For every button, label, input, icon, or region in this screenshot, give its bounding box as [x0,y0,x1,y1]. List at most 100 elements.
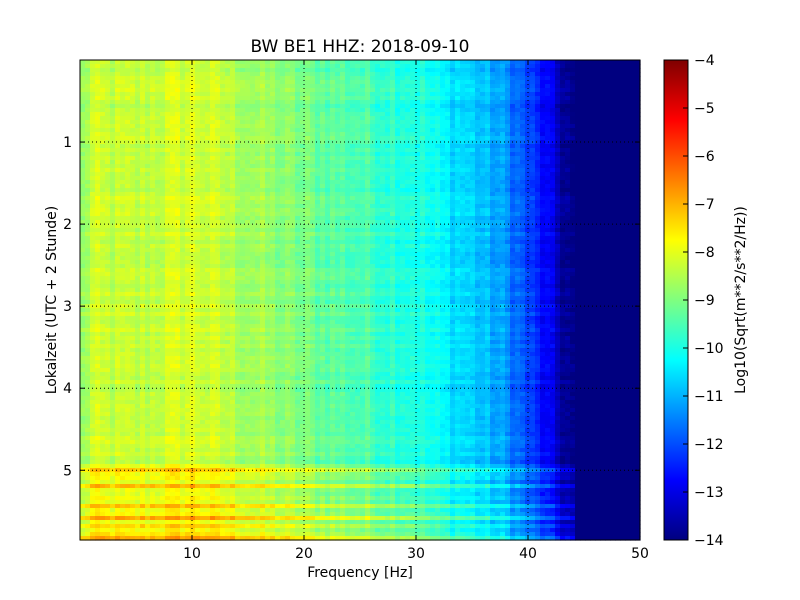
heatmap-cell [510,72,516,77]
heatmap-cell [120,168,126,173]
heatmap-cell [580,216,586,221]
heatmap-cell [330,108,336,113]
heatmap-cell [465,224,471,229]
heatmap-cell [250,188,256,193]
heatmap-cell [450,232,456,237]
heatmap-cell [250,92,256,97]
heatmap-cell [195,220,201,225]
heatmap-cell [220,228,226,233]
heatmap-cell [415,124,421,129]
heatmap-cell [600,172,606,177]
heatmap-cell [470,152,476,157]
heatmap-cell [415,104,421,109]
heatmap-cell [485,228,491,233]
heatmap-cell [460,192,466,197]
heatmap-cell [90,100,96,105]
heatmap-cell [455,140,461,145]
heatmap-cell [240,96,246,101]
heatmap-cell [535,108,541,113]
heatmap-cell [100,116,106,121]
heatmap-cell [535,188,541,193]
heatmap-cell [370,88,376,93]
heatmap-cell [300,132,306,137]
heatmap-cell [365,100,371,105]
heatmap-cell [610,168,616,173]
heatmap-cell [565,212,571,217]
heatmap-cell [480,120,486,125]
heatmap-cell [555,192,561,197]
heatmap-cell [485,112,491,117]
heatmap-cell [270,128,276,133]
heatmap-cell [180,196,186,201]
heatmap-cell [135,224,141,229]
heatmap-cell [620,208,626,213]
heatmap-cell [195,224,201,229]
heatmap-cell [305,148,311,153]
heatmap-cell [615,204,621,209]
heatmap-cell [345,84,351,89]
heatmap-cell [280,176,286,181]
heatmap-cell [165,108,171,113]
heatmap-cell [510,184,516,189]
heatmap-cell [120,196,126,201]
heatmap-cell [285,128,291,133]
heatmap-cell [210,228,216,233]
heatmap-cell [350,96,356,101]
heatmap-cell [610,84,616,89]
heatmap-cell [240,152,246,157]
heatmap-cell [420,204,426,209]
heatmap-cell [195,132,201,137]
heatmap-cell [295,204,301,209]
heatmap-cell [345,232,351,237]
heatmap-cell [100,172,106,177]
heatmap-cell [185,192,191,197]
heatmap-cell [385,152,391,157]
heatmap-cell [430,172,436,177]
heatmap-cell [135,128,141,133]
heatmap-cell [340,188,346,193]
heatmap-cell [580,120,586,125]
heatmap-cell [600,164,606,169]
heatmap-cell [405,232,411,237]
heatmap-cell [550,180,556,185]
heatmap-cell [375,64,381,69]
heatmap-cell [160,160,166,165]
heatmap-cell [335,100,341,105]
heatmap-cell [250,228,256,233]
heatmap-cell [360,156,366,161]
heatmap-cell [500,160,506,165]
heatmap-cell [465,128,471,133]
heatmap-cell [300,92,306,97]
heatmap-cell [430,124,436,129]
heatmap-cell [455,72,461,77]
heatmap-cell [570,168,576,173]
heatmap-cell [605,68,611,73]
heatmap-cell [220,68,226,73]
heatmap-cell [630,192,636,197]
heatmap-cell [615,192,621,197]
heatmap-cell [600,228,606,233]
heatmap-cell [165,216,171,221]
heatmap-cell [265,128,271,133]
heatmap-cell [400,228,406,233]
heatmap-cell [135,104,141,109]
heatmap-cell [255,200,261,205]
heatmap-cell [195,136,201,141]
heatmap-cell [195,188,201,193]
heatmap-cell [520,76,526,81]
heatmap-cell [250,160,256,165]
heatmap-cell [280,100,286,105]
heatmap-cell [625,88,631,93]
heatmap-cell [90,96,96,101]
heatmap-cell [235,100,241,105]
heatmap-cell [130,204,136,209]
heatmap-cell [590,228,596,233]
heatmap-cell [275,220,281,225]
heatmap-cell [190,172,196,177]
heatmap-cell [400,116,406,121]
heatmap-cell [400,220,406,225]
heatmap-cell [235,92,241,97]
heatmap-cell [130,136,136,141]
heatmap-cell [400,128,406,133]
heatmap-cell [240,68,246,73]
